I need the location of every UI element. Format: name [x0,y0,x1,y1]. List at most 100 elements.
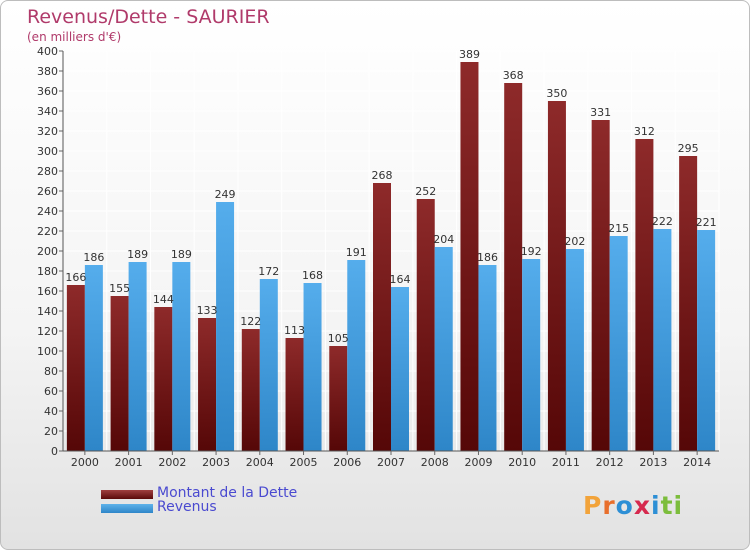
bar-revenue [84,265,103,451]
data-label-debt: 389 [459,48,480,61]
y-tick-label: 280 [37,165,58,178]
bar-revenue [565,249,584,451]
bar-debt [416,199,435,451]
data-label-debt: 133 [197,304,218,317]
bar-revenue [653,229,672,451]
bar-revenue [128,262,147,451]
data-label-debt: 295 [678,142,699,155]
data-label-revenue: 222 [652,215,673,228]
bar-debt [110,296,129,451]
data-label-revenue: 168 [302,269,323,282]
x-tick-label: 2009 [464,456,492,469]
y-tick-label: 20 [44,425,58,438]
y-tick-label: 340 [37,105,58,118]
axes: 0 20 40 60 80 100 120 140 160 180 200 220 240 260 280 3… [37,45,719,469]
data-label-debt: 166 [65,271,86,284]
data-label-debt: 252 [415,185,436,198]
y-tick-label: 120 [37,325,58,338]
logo-letter: i [673,491,684,520]
data-label-debt: 144 [153,293,174,306]
x-tick-label: 2005 [290,456,318,469]
x-tick-label: 2011 [552,456,580,469]
data-label-revenue: 191 [346,246,367,259]
bar-revenue [172,262,191,451]
data-label-revenue: 204 [433,233,454,246]
x-tick-label: 2006 [333,456,361,469]
bar-revenue [216,202,235,451]
bars [66,62,716,451]
bar-revenue [303,283,322,451]
x-tick-label: 2014 [683,456,711,469]
chart-subtitle: (en milliers d'€) [27,30,122,44]
data-label-debt: 268 [372,169,393,182]
x-tick-label: 2008 [421,456,449,469]
bar-revenue [259,279,278,451]
y-tick-label: 360 [37,85,58,98]
bar-debt [285,338,304,451]
data-label-debt: 113 [284,324,305,337]
bar-debt [373,183,391,451]
bar-revenue [609,236,628,451]
y-tick-label: 260 [37,185,58,198]
data-label-debt: 331 [590,106,611,119]
x-tick-label: 2001 [115,456,143,469]
data-label-revenue: 164 [390,273,411,286]
data-label-debt: 312 [634,125,655,138]
logo-letter: t [660,491,674,520]
data-label-revenue: 192 [521,245,542,258]
data-label-revenue: 221 [696,216,717,229]
y-tick-label: 200 [37,245,58,258]
y-tick-label: 320 [37,125,58,138]
bar-revenue [697,230,716,451]
logo-letter: x [633,491,651,520]
chart-title: Revenus/Dette - SAURIER [27,6,270,28]
data-label-revenue: 189 [127,248,148,261]
legend-swatch-debt [101,490,153,499]
bar-debt [504,83,523,451]
x-tick-label: 2007 [377,456,405,469]
data-labels: 166 186 155 189 144 189 133 249 122 172 113 168 105 1… [65,48,716,345]
data-label-revenue: 189 [171,248,192,261]
y-tick-label: 300 [37,145,58,158]
y-tick-label: 400 [37,45,58,58]
bar-debt [329,346,348,451]
logo-letter: i [651,491,661,520]
bar-revenue [478,265,497,451]
proxiti-logo: Proxiti [583,491,683,520]
y-tick-label: 40 [44,405,58,418]
bar-revenue [434,247,453,451]
y-tick-label: 220 [37,225,58,238]
bar-revenue [522,259,541,451]
legend-label-revenue: Revenus [157,499,217,515]
legend-swatch-revenue [101,504,153,513]
x-tick-label: 2004 [246,456,274,469]
bar-debt [679,156,698,451]
y-tick-label: 140 [37,305,58,318]
data-label-debt: 368 [503,69,524,82]
x-tick-label: 2000 [71,456,99,469]
logo-letter: P [583,491,603,520]
bar-debt [635,139,654,451]
y-tick-label: 60 [44,385,58,398]
data-label-debt: 350 [546,87,567,100]
logo-letter: r [602,491,616,520]
y-tick-label: 0 [51,445,58,458]
y-tick-label: 180 [37,265,58,278]
x-tick-label: 2002 [158,456,186,469]
data-label-revenue: 202 [564,235,585,248]
data-label-revenue: 186 [477,251,498,264]
data-label-revenue: 249 [215,188,236,201]
y-tick-label: 160 [37,285,58,298]
y-tick-label: 100 [37,345,58,358]
data-label-revenue: 215 [608,222,629,235]
y-tick-label: 80 [44,365,58,378]
bar-debt [460,62,479,451]
legend-label-debt: Montant de la Dette [157,485,298,501]
bar-debt [198,318,217,451]
data-label-debt: 155 [109,282,130,295]
data-label-revenue: 172 [258,265,279,278]
bar-debt [591,120,610,451]
bar-revenue [347,260,366,451]
